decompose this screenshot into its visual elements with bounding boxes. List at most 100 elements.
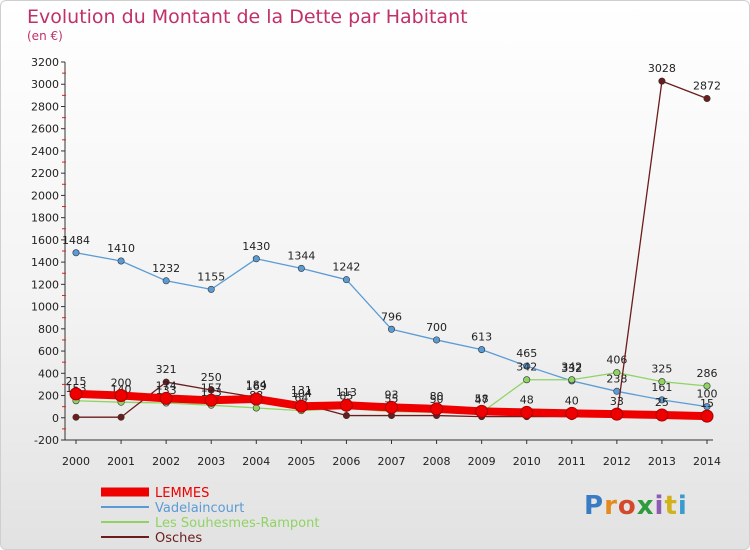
- data-label-vadelaincourt: 1430: [242, 240, 270, 253]
- x-tick-label: 2013: [648, 455, 676, 468]
- legend-label-osches: Osches: [155, 531, 202, 546]
- x-tick-label: 2010: [513, 455, 541, 468]
- data-label-vadelaincourt: 1484: [62, 234, 90, 247]
- data-point-lemmes: [114, 389, 128, 403]
- data-label-lemmes: 157: [201, 381, 222, 394]
- data-label-lemmes: 200: [111, 377, 132, 390]
- data-point-osches: [117, 413, 125, 421]
- data-point-osches: [342, 412, 350, 420]
- logo-letter: P: [584, 491, 605, 521]
- x-tick-label: 2000: [62, 455, 90, 468]
- chart-title: Evolution du Montant de la Dette par Hab…: [27, 6, 468, 28]
- y-tick-label: 2200: [31, 167, 59, 180]
- data-point-lemmes: [430, 402, 444, 416]
- data-label-lemmes: 104: [291, 387, 312, 400]
- y-tick-label: 1400: [31, 256, 59, 269]
- data-label-vadelaincourt: 613: [471, 331, 492, 344]
- data-point-vadelaincourt: [72, 249, 80, 257]
- data-point-osches: [207, 386, 215, 394]
- data-label-lemmes: 215: [66, 375, 87, 388]
- data-point-vadelaincourt: [387, 325, 395, 333]
- data-label-les-souhesmes-rampont: 50: [430, 393, 444, 406]
- data-label-osches: 184: [246, 378, 267, 391]
- data-point-osches: [658, 77, 666, 85]
- y-tick-label: 3200: [31, 56, 59, 69]
- x-tick-label: 2006: [332, 455, 360, 468]
- data-label-osches: 3028: [648, 62, 676, 75]
- data-label-lemmes: 40: [565, 394, 579, 407]
- data-point-les-souhesmes-rampont: [252, 404, 260, 412]
- x-tick-label: 2008: [423, 455, 451, 468]
- x-tick-label: 2005: [287, 455, 315, 468]
- y-tick-label: 1000: [31, 301, 59, 314]
- y-tick-label: 1200: [31, 278, 59, 291]
- data-label-osches: 321: [156, 363, 177, 376]
- data-label-vadelaincourt: 161: [651, 381, 672, 394]
- logo-letter: x: [636, 491, 655, 521]
- data-point-lemmes: [610, 407, 624, 421]
- data-label-les-souhesmes-rampont: 85: [339, 389, 353, 402]
- data-label-vadelaincourt: 100: [697, 388, 718, 401]
- data-point-lemmes: [520, 405, 534, 419]
- data-point-lemmes: [655, 408, 669, 422]
- data-label-vadelaincourt: 1232: [152, 262, 180, 275]
- data-point-vadelaincourt: [613, 387, 621, 395]
- logo-letter: i: [654, 491, 665, 521]
- x-tick-label: 2014: [693, 455, 721, 468]
- y-tick-label: 1600: [31, 234, 59, 247]
- data-label-osches: 250: [201, 371, 222, 384]
- data-label-osches: 131: [291, 384, 312, 397]
- data-label-les-souhesmes-rampont: 286: [697, 367, 718, 380]
- data-label-les-souhesmes-rampont: 133: [156, 384, 177, 397]
- data-point-vadelaincourt: [523, 362, 531, 370]
- y-tick-label: 2600: [31, 123, 59, 136]
- y-tick-label: -200: [34, 434, 59, 447]
- data-point-vadelaincourt: [433, 336, 441, 344]
- legend-label-vadelaincourt: Vadelaincourt: [155, 501, 244, 516]
- y-tick-label: 200: [38, 390, 59, 403]
- data-point-lemmes: [475, 404, 489, 418]
- y-tick-label: 3000: [31, 78, 59, 91]
- logo-letter: o: [617, 491, 637, 521]
- data-label-lemmes: 80: [430, 390, 444, 403]
- data-label-vadelaincourt: 796: [381, 310, 402, 323]
- y-tick-label: 0: [52, 412, 59, 425]
- data-label-osches: 2872: [693, 79, 721, 92]
- data-label-les-souhesmes-rampont: 342: [561, 361, 582, 374]
- data-point-lemmes: [69, 387, 83, 401]
- data-point-lemmes: [249, 392, 263, 406]
- x-tick-label: 2011: [558, 455, 586, 468]
- x-tick-label: 2002: [152, 455, 180, 468]
- x-tick-label: 2004: [242, 455, 270, 468]
- data-point-les-souhesmes-rampont: [613, 369, 621, 377]
- y-tick-label: 2000: [31, 189, 59, 202]
- data-point-vadelaincourt: [117, 257, 125, 265]
- x-tick-label: 2003: [197, 455, 225, 468]
- data-label-vadelaincourt: 1242: [332, 261, 360, 274]
- data-label-vadelaincourt: 332: [561, 362, 582, 375]
- y-tick-label: 800: [38, 323, 59, 336]
- data-point-vadelaincourt: [207, 285, 215, 293]
- data-label-lemmes: 25: [655, 396, 669, 409]
- legend-label-lemmes: LEMMES: [155, 486, 209, 501]
- y-tick-label: 2400: [31, 145, 59, 158]
- y-tick-label: 400: [38, 367, 59, 380]
- data-label-les-souhesmes-rampont: 406: [606, 354, 627, 367]
- logo-letter: t: [664, 491, 678, 521]
- data-label-les-souhesmes-rampont: 47: [475, 394, 489, 407]
- data-label-lemmes: 93: [385, 388, 399, 401]
- data-label-les-souhesmes-rampont: 325: [651, 363, 672, 376]
- logo-letter: i: [677, 491, 688, 521]
- data-label-lemmes: 15: [700, 397, 714, 410]
- data-label-lemmes: 33: [610, 395, 624, 408]
- data-point-vadelaincourt: [658, 396, 666, 404]
- data-point-osches: [703, 94, 711, 102]
- data-label-lemmes: 169: [246, 380, 267, 393]
- logo-letter: r: [604, 491, 618, 521]
- data-point-les-souhesmes-rampont: [703, 382, 711, 390]
- data-point-osches: [162, 378, 170, 386]
- data-point-vadelaincourt: [478, 346, 486, 354]
- data-point-vadelaincourt: [252, 255, 260, 263]
- data-point-osches: [72, 413, 80, 421]
